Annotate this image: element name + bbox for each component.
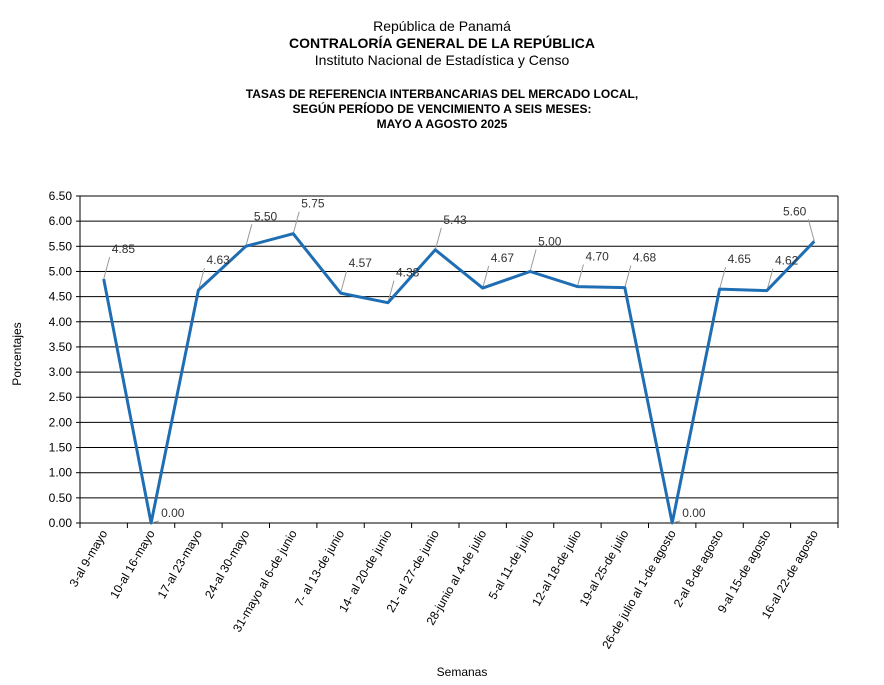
x-tick-label: 24-al 30-mayo (202, 527, 253, 601)
data-label: 4.63 (206, 253, 230, 267)
y-tick-label: 4.00 (49, 315, 73, 329)
y-tick-label: 3.50 (49, 340, 73, 354)
y-tick-label: 1.00 (49, 466, 73, 480)
y-tick-label: 5.50 (49, 239, 73, 253)
x-tick-label: 2-al 8-de agosto (671, 527, 727, 609)
data-label: 4.68 (633, 251, 657, 265)
x-tick-label: 17-al 23-mayo (155, 527, 206, 601)
x-tick-label: 5-al 11-de julio (486, 527, 537, 602)
header-institution: CONTRALORÍA GENERAL DE LA REPÚBLICA (289, 35, 595, 51)
label-leader (807, 219, 815, 242)
x-axis-label: Semanas (437, 665, 488, 679)
data-label: 4.67 (491, 251, 515, 265)
chart-title-line-1: TASAS DE REFERENCIA INTERBANCARIAS DEL M… (245, 87, 639, 101)
data-label: 5.43 (443, 213, 467, 227)
x-tick-label: 3-al 9-mayo (66, 527, 110, 589)
label-leader (766, 268, 774, 291)
label-leader (529, 249, 537, 272)
x-tick-label: 12-al 18-de julio (529, 527, 584, 608)
data-label: 4.70 (585, 250, 609, 264)
y-tick-label: 0.50 (49, 491, 73, 505)
data-label: 4.62 (775, 254, 799, 268)
y-tick-label: 1.50 (49, 441, 73, 455)
y-tick-label: 2.50 (49, 390, 73, 404)
label-leader-lines (103, 211, 815, 524)
data-labels: 4.85 0.00 4.63 5.50 5.75 4.57 4.38 5.43 4.67 5.00… (112, 197, 807, 520)
data-label: 5.50 (254, 209, 278, 223)
y-tick-label: 6.50 (49, 189, 73, 203)
data-label: 5.00 (538, 234, 562, 248)
label-leader (624, 265, 632, 288)
chart-title-line-2: SEGÚN PERÍODO DE VENCIMIENTO A SEIS MESE… (292, 102, 592, 116)
y-tick-label: 0.00 (49, 516, 73, 530)
grid-lines (79, 195, 839, 524)
x-tick-label: 10-al 16-mayo (107, 527, 158, 601)
label-leader (434, 227, 442, 250)
y-tick-label: 3.00 (49, 365, 73, 379)
label-leader (103, 256, 111, 280)
data-label: 0.00 (682, 506, 706, 520)
x-tick-label: 19-al 25-de julio (577, 527, 632, 608)
series-line (102, 232, 816, 525)
y-tick-label: 5.00 (49, 264, 73, 278)
data-label: 5.60 (783, 204, 807, 218)
data-label: 5.75 (301, 197, 325, 211)
label-leader (292, 211, 300, 234)
chart-title-line-3: MAYO A AGOSTO 2025 (376, 117, 508, 131)
label-leader (245, 224, 253, 247)
label-leader (197, 267, 205, 291)
label-leader (482, 265, 490, 289)
x-tick-label: 7- al 13-de junio (292, 527, 347, 609)
data-label: 4.85 (112, 242, 136, 256)
header-country: República de Panamá (373, 18, 511, 34)
data-label: 4.57 (349, 256, 373, 270)
label-leader (719, 266, 727, 290)
label-leader (576, 264, 584, 287)
header-institute: Instituto Nacional de Estadística y Cens… (314, 52, 570, 68)
y-tick-label: 2.00 (49, 415, 73, 429)
data-label: 4.65 (728, 252, 752, 266)
label-leader (387, 280, 395, 303)
data-label: 4.38 (396, 266, 420, 280)
label-leader (340, 270, 348, 294)
y-axis-label: Porcentajes (10, 322, 24, 385)
y-axis-ticks: 0.00 0.50 1.00 1.50 2.00 2.50 3.00 3.50 4.00 4.50… (49, 189, 80, 530)
y-tick-label: 6.00 (49, 214, 73, 228)
y-tick-label: 4.50 (49, 290, 73, 304)
data-label: 0.00 (161, 506, 185, 520)
